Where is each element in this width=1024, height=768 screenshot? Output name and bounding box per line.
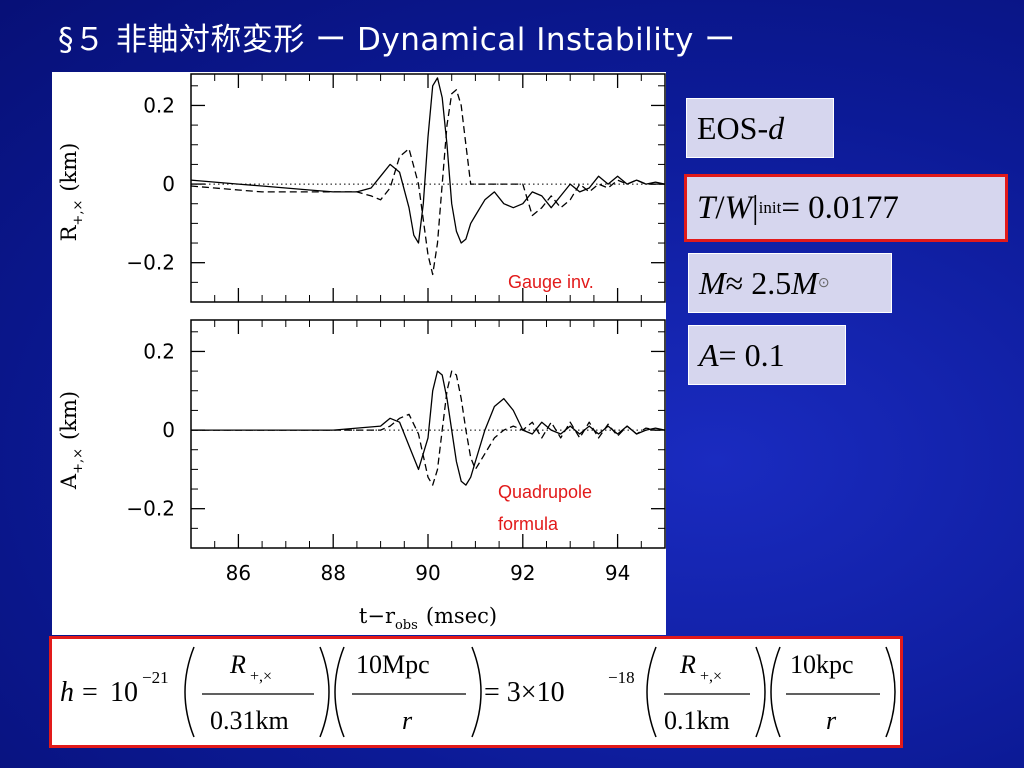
amplitude-value: = 0.1 — [718, 336, 785, 373]
formula-R1-sub: +,× — [250, 668, 272, 685]
paren-open-1 — [184, 646, 195, 738]
tw-T: T — [697, 189, 716, 226]
series-dashed — [191, 370, 665, 486]
x-axis-label: t−robs (msec) — [359, 604, 497, 633]
formula-R2: R — [679, 650, 696, 679]
formula-num2: 10Mpc — [356, 650, 430, 679]
mass-approx: ≈ 2.5 — [725, 264, 792, 301]
top-panel-ticks: 0.2 0 −0.2 — [126, 74, 665, 303]
series-dashed — [190, 89, 665, 276]
x-tick-label: 90 — [415, 561, 440, 585]
amplitude-A: A — [699, 336, 719, 373]
y-tick-label: 0.2 — [143, 93, 175, 117]
paren-open-4 — [770, 646, 781, 738]
quadrupole-annotation-line1: Quadrupole — [498, 482, 592, 502]
formula-den1: 0.31km — [210, 706, 289, 735]
mass-M2: M — [791, 264, 818, 301]
y-tick-label: 0.2 — [143, 339, 175, 363]
top-panel-series — [190, 77, 666, 276]
top-y-axis-label: R+,×(km) — [57, 143, 86, 242]
tw-value: = 0.0177 — [781, 189, 899, 226]
mass-box: M ≈ 2.5 M ⊙ — [688, 253, 892, 313]
tw-ratio-box: T / W | init = 0.0177 — [684, 174, 1008, 242]
eos-variable: d — [768, 109, 785, 146]
x-tick-label: 94 — [605, 561, 630, 585]
x-tick-label: 88 — [320, 561, 345, 585]
mass-M: M — [699, 264, 726, 301]
paren-close-3 — [755, 646, 766, 738]
formula-den2: 0.1km — [664, 706, 730, 735]
paren-open-3 — [646, 646, 657, 738]
formula-num3: 10kpc — [790, 650, 854, 679]
paren-open-2 — [334, 646, 345, 738]
paren-close-2 — [471, 646, 482, 738]
y-tick-label: 0 — [162, 172, 175, 196]
amplitude-box: A = 0.1 — [688, 325, 846, 385]
tw-sub: init — [758, 198, 782, 217]
formula-eq2: = 3×10 — [484, 677, 565, 708]
bottom-panel-series — [191, 370, 666, 486]
eos-box: EOS-d — [686, 98, 834, 158]
bottom-panel-ticks: 0.2 0 −0.2 86 88 90 92 94 — [126, 320, 665, 585]
formula-r2: r — [826, 706, 837, 735]
strain-formula-box: h = 10 −21 R +,× 0.31km 10Mpc r = 3×10 −… — [49, 636, 903, 748]
y-tick-label: −0.2 — [126, 497, 175, 521]
series-solid — [191, 370, 666, 486]
formula-exp1: −21 — [142, 668, 169, 687]
formula-R2-sub: +,× — [700, 668, 722, 685]
slide-title: §５ 非軸対称変形 ー Dynamical Instability ー — [58, 22, 736, 58]
quadrupole-annotation-line2: formula — [498, 514, 559, 534]
strain-formula: h = 10 −21 R +,× 0.31km 10Mpc r = 3×10 −… — [60, 646, 896, 738]
formula-r1: r — [402, 706, 413, 735]
tw-slash: / — [715, 189, 725, 226]
x-tick-label: 86 — [226, 561, 251, 585]
formula-exp2: −18 — [608, 668, 635, 687]
paren-close-1 — [319, 646, 330, 738]
formula-eq1: = — [82, 677, 98, 708]
bottom-y-axis-label: A+,×(km) — [57, 391, 86, 490]
formula-ten1: 10 — [110, 677, 138, 708]
tw-bar: | — [752, 189, 759, 226]
tw-W: W — [724, 189, 753, 226]
waveform-plot: 0.2 0 −0.2 0.2 0 −0.2 86 88 90 92 94 R+,×(km) A+,… — [57, 73, 666, 633]
formula-R1: R — [229, 650, 246, 679]
solar-mass-subscript: ⊙ — [817, 275, 830, 291]
y-tick-label: −0.2 — [126, 251, 175, 275]
x-tick-label: 92 — [510, 561, 535, 585]
plot-panel: 0.2 0 −0.2 0.2 0 −0.2 86 88 90 92 94 R+,×(km) A+,… — [52, 72, 666, 635]
y-tick-label: 0 — [162, 418, 175, 442]
formula-h: h — [60, 677, 74, 708]
series-solid — [190, 77, 666, 244]
paren-close-4 — [885, 646, 896, 738]
eos-label: EOS- — [697, 109, 769, 146]
gauge-inv-annotation: Gauge inv. — [508, 272, 594, 292]
